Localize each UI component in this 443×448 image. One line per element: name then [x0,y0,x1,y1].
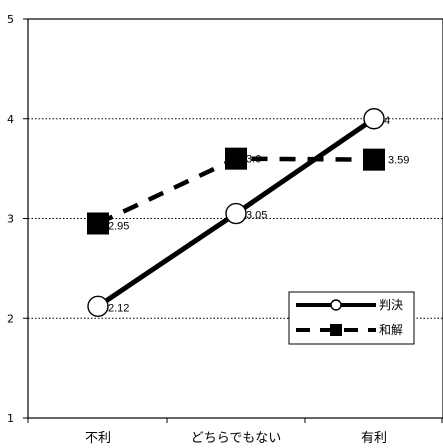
y-tick-label: 2 [7,312,14,325]
series [87,108,385,317]
x-axis: 不利 どちらでもない 有利 [27,418,443,446]
data-label: 3.59 [388,155,409,167]
x-tick-label: どちらでもない [191,431,282,446]
y-tick-label: 5 [7,13,14,26]
legend-label: 和解 [379,323,403,337]
data-label: 2.95 [108,220,129,232]
y-axis: 1 2 3 4 5 [7,13,28,425]
legend-label: 判決 [379,298,403,312]
y-tick-label: 3 [7,213,14,226]
data-point [87,212,109,235]
data-point [225,202,247,225]
y-tick-label: 1 [7,412,14,425]
data-label: 3.6 [246,154,261,166]
data-labels: 2.95 3.6 3.59 2.12 3.05 4 [108,115,409,315]
legend-box [288,291,415,345]
data-point [363,148,385,171]
legend-marker-circle [330,299,342,311]
x-tick-label: 不利 [85,431,111,446]
data-point [87,295,109,317]
data-label: 2.12 [108,302,129,314]
legend-marker-square [330,324,342,336]
data-label: 4 [384,115,390,127]
data-point [225,147,247,170]
y-tick-label: 4 [7,113,14,126]
data-label: 3.05 [246,210,267,222]
data-point [363,108,385,130]
x-tick-label: 有利 [361,431,387,446]
